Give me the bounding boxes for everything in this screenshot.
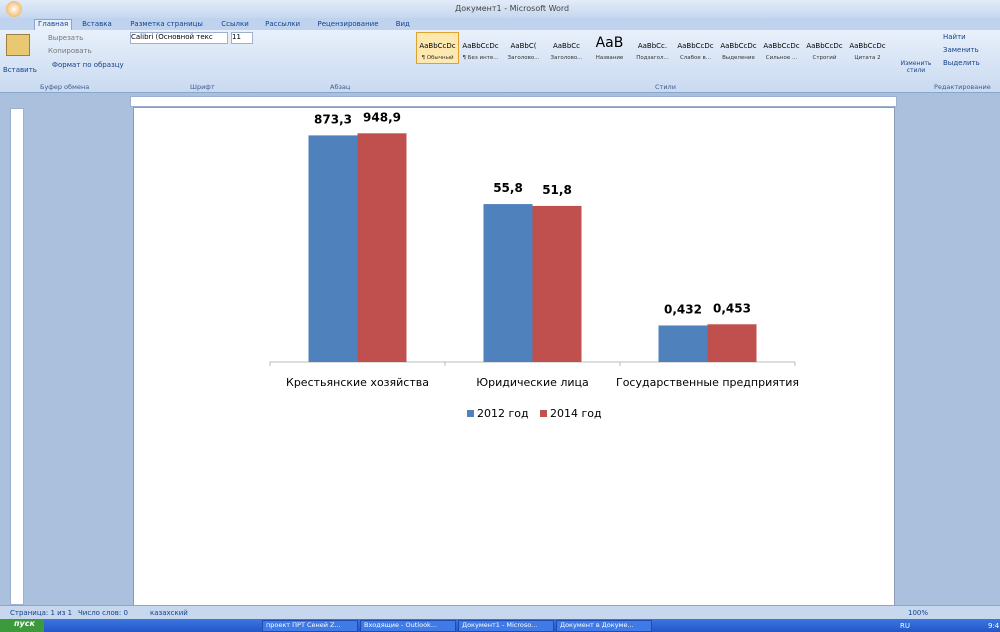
replace-button[interactable]: Заменить <box>943 46 979 54</box>
ribbon-tab[interactable]: Разметка страницы <box>130 20 203 28</box>
vertical-ruler <box>10 108 24 605</box>
ribbon-tab[interactable]: Рецензирование <box>317 20 379 28</box>
paste-icon[interactable] <box>6 34 30 56</box>
group-label: Стили <box>655 83 676 91</box>
style-name: ¶ Обычный <box>421 55 454 61</box>
style-item[interactable]: AaBbCcDc Цитата 2 <box>846 32 889 64</box>
bar <box>707 324 757 362</box>
style-preview: AaBbCcDc <box>462 42 499 50</box>
style-preview: AaBbCcDc <box>720 42 757 50</box>
legend-swatch <box>467 410 474 417</box>
group-label: Редактирование <box>934 83 991 91</box>
horizontal-ruler <box>130 96 897 107</box>
style-preview: AaBbCcDc <box>849 42 886 50</box>
style-name: Подзагол... <box>636 55 669 61</box>
style-item[interactable]: AaBbCcDc Слабое в... <box>674 32 717 64</box>
x-tick-label: Крестьянские хозяйства <box>286 376 429 389</box>
group-label: Шрифт <box>190 83 215 91</box>
style-item[interactable]: AaBbCcDc ¶ Обычный <box>416 32 459 64</box>
ribbon-tabs: Главная Вставка Разметка страницы Ссылки Рас… <box>0 18 1000 30</box>
group-label: Абзац <box>330 83 351 91</box>
style-item[interactable]: AaB Название <box>588 32 631 64</box>
language: казахский <box>150 609 188 617</box>
start-button[interactable]: пуск <box>0 619 44 632</box>
x-tick-label: Юридические лица <box>476 376 589 389</box>
window-title: Документ1 - Microsoft Word <box>455 4 570 13</box>
style-item[interactable]: AaBbCc. Подзагол... <box>631 32 674 64</box>
legend-swatch <box>540 410 547 417</box>
style-item[interactable]: AaBbCcDc Строгий <box>803 32 846 64</box>
style-preview: AaB <box>595 35 624 51</box>
change-styles[interactable]: Изменить стили <box>900 60 932 74</box>
taskbar: пуск проект ПРТ Сеней Z... Входящие - Out… <box>0 619 1000 632</box>
word-count: Число слов: 0 <box>78 609 128 617</box>
data-label: 55,8 <box>493 181 523 195</box>
style-name: Заголово... <box>550 55 583 61</box>
legend-label: 2014 год <box>550 407 602 420</box>
format-painter[interactable]: Формат по образцу <box>52 61 124 69</box>
style-preview: AaBbCc. <box>637 42 668 50</box>
style-item[interactable]: AaBbCc Заголово... <box>545 32 588 64</box>
style-preview: AaBbCcDc <box>763 42 800 50</box>
ribbon-tab[interactable]: Ссылки <box>221 20 249 28</box>
data-label: 0,432 <box>664 302 702 316</box>
bar <box>658 325 708 362</box>
select-button[interactable]: Выделить <box>943 59 980 67</box>
zoom-level[interactable]: 100% <box>908 609 929 617</box>
font-name-box[interactable]: Calibri (Основной текс <box>130 32 228 44</box>
page-count: Страница: 1 из 1 <box>10 609 73 617</box>
style-name: Слабое в... <box>679 55 712 61</box>
style-preview: AaBbCcDc <box>677 42 714 50</box>
x-tick-label: Государственные предприятия <box>616 376 799 389</box>
style-name: Цитата 2 <box>854 55 881 61</box>
ribbon-tab[interactable]: Вид <box>395 20 410 28</box>
bar <box>483 204 533 362</box>
ribbon-tab[interactable]: Рассылки <box>265 20 301 28</box>
ribbon-tab[interactable]: Вставка <box>82 20 112 28</box>
style-item[interactable]: AaBbCcDc Выделение <box>717 32 760 64</box>
bar <box>308 135 358 362</box>
clock: 9:4 <box>988 622 1000 630</box>
style-preview: AaBbCcDc <box>806 42 843 50</box>
style-name: Строгий <box>812 55 837 61</box>
find-button[interactable]: Найти <box>943 33 966 41</box>
data-label: 51,8 <box>542 183 572 197</box>
paste-button[interactable]: Вставить <box>3 66 37 74</box>
legend-label: 2012 год <box>477 407 529 420</box>
ribbon-tab[interactable]: Главная <box>34 19 73 30</box>
bar <box>357 133 407 362</box>
tray-lang: RU <box>900 622 910 630</box>
copy-button[interactable]: Копировать <box>48 47 92 55</box>
style-item[interactable]: AaBbCcDc ¶ Без инте... <box>459 32 502 64</box>
data-label: 948,9 <box>363 110 401 124</box>
office-button[interactable] <box>6 1 22 17</box>
style-name: Выделение <box>722 55 755 61</box>
style-preview: AaBbCcDc <box>419 42 456 50</box>
style-preview: AaBbC( <box>510 42 537 50</box>
data-label: 0,453 <box>713 301 751 315</box>
ribbon: Вставить Вырезать Копировать Формат по о… <box>0 30 1000 93</box>
style-item[interactable]: AaBbC( Заголово... <box>502 32 545 64</box>
cut-button[interactable]: Вырезать <box>48 34 84 42</box>
bar <box>532 205 582 362</box>
data-label: 873,3 <box>314 112 352 126</box>
group-label: Буфер обмена <box>40 83 90 91</box>
status-bar: Страница: 1 из 1 Число слов: 0 казахский… <box>0 605 1000 619</box>
style-name: Сильное ... <box>765 55 798 61</box>
style-name: Заголово... <box>507 55 540 61</box>
style-item[interactable]: AaBbCcDc Сильное ... <box>760 32 803 64</box>
style-preview: AaBbCc <box>552 42 581 50</box>
font-size-box[interactable]: 11 <box>231 32 253 44</box>
style-name: ¶ Без инте... <box>462 55 499 61</box>
title-bar: Документ1 - Microsoft Word <box>0 0 1000 18</box>
style-name: Название <box>595 55 624 61</box>
